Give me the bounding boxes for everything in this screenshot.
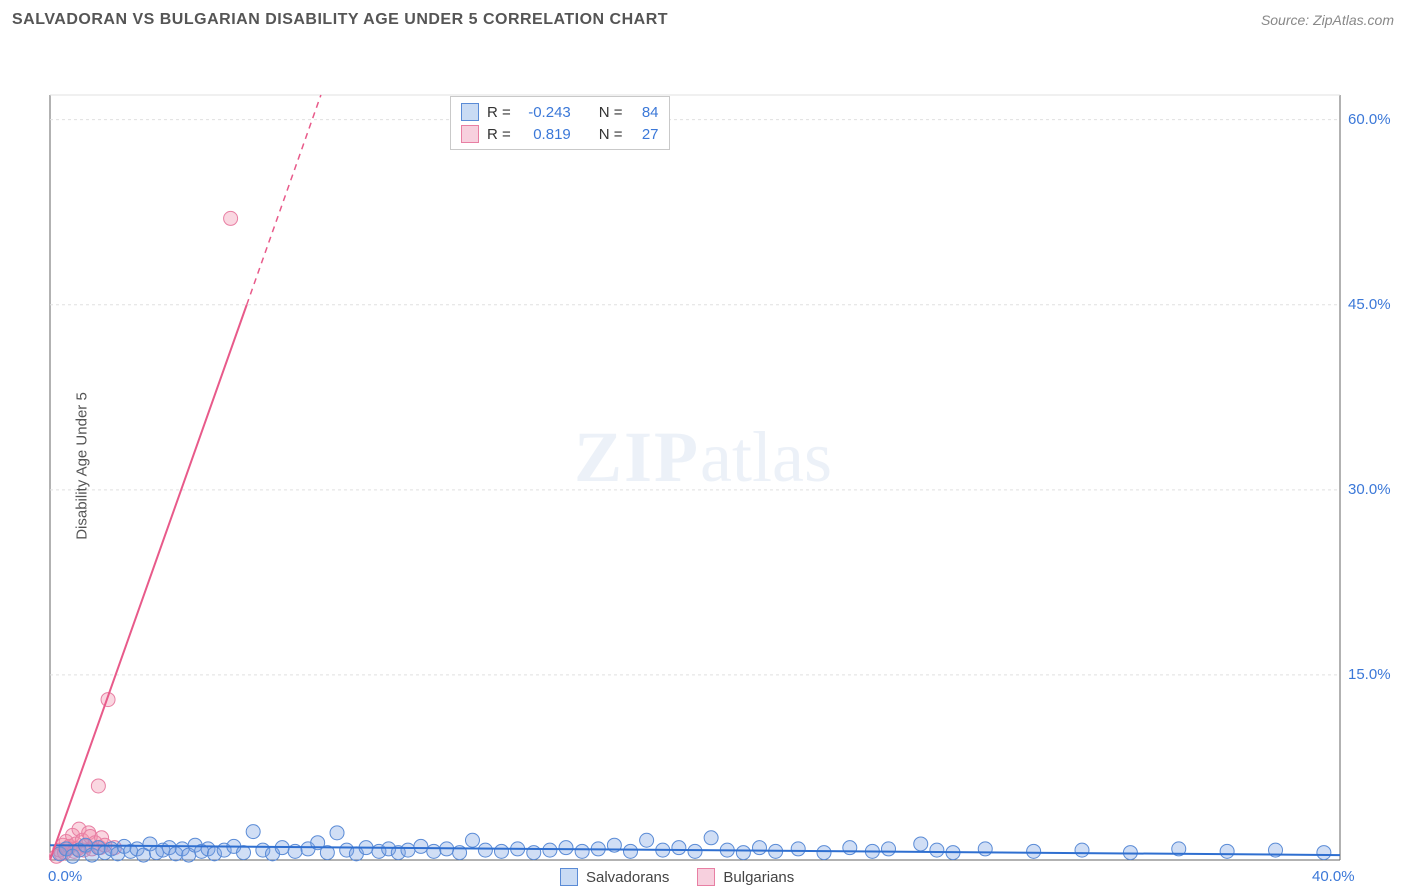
y-tick-label: 30.0% <box>1348 481 1391 498</box>
r-label: R = <box>487 126 511 143</box>
n-value-bulgarians: 27 <box>631 126 659 143</box>
r-label: R = <box>487 104 511 121</box>
x-tick-label: 40.0% <box>1312 868 1355 885</box>
series-legend: Salvadorans Bulgarians <box>560 868 794 886</box>
y-tick-label: 45.0% <box>1348 296 1391 313</box>
y-tick-label: 15.0% <box>1348 666 1391 683</box>
n-label: N = <box>599 104 623 121</box>
n-value-salvadorans: 84 <box>631 104 659 121</box>
y-tick-label: 60.0% <box>1348 111 1391 128</box>
r-value-bulgarians: 0.819 <box>519 126 571 143</box>
y-axis-label: Disability Age Under 5 <box>73 392 90 540</box>
swatch-bulgarians <box>461 125 479 143</box>
stats-row-salvadorans: R = -0.243 N = 84 <box>461 101 659 123</box>
swatch-salvadorans <box>461 103 479 121</box>
legend-item-salvadorans: Salvadorans <box>560 868 669 886</box>
legend-label-salvadorans: Salvadorans <box>586 869 669 886</box>
chart-area: Disability Age Under 5 ZIPatlas R = -0.2… <box>0 40 1406 892</box>
r-value-salvadorans: -0.243 <box>519 104 571 121</box>
legend-label-bulgarians: Bulgarians <box>723 869 794 886</box>
x-tick-label: 0.0% <box>48 868 82 885</box>
chart-title: SALVADORAN VS BULGARIAN DISABILITY AGE U… <box>12 11 668 29</box>
swatch-bulgarians <box>697 868 715 886</box>
n-label: N = <box>599 126 623 143</box>
chart-header: SALVADORAN VS BULGARIAN DISABILITY AGE U… <box>0 0 1406 40</box>
swatch-salvadorans <box>560 868 578 886</box>
chart-source: Source: ZipAtlas.com <box>1261 12 1394 28</box>
correlation-stats-box: R = -0.243 N = 84 R = 0.819 N = 27 <box>450 96 670 150</box>
scatter-chart <box>0 40 1406 892</box>
stats-row-bulgarians: R = 0.819 N = 27 <box>461 123 659 145</box>
legend-item-bulgarians: Bulgarians <box>697 868 794 886</box>
